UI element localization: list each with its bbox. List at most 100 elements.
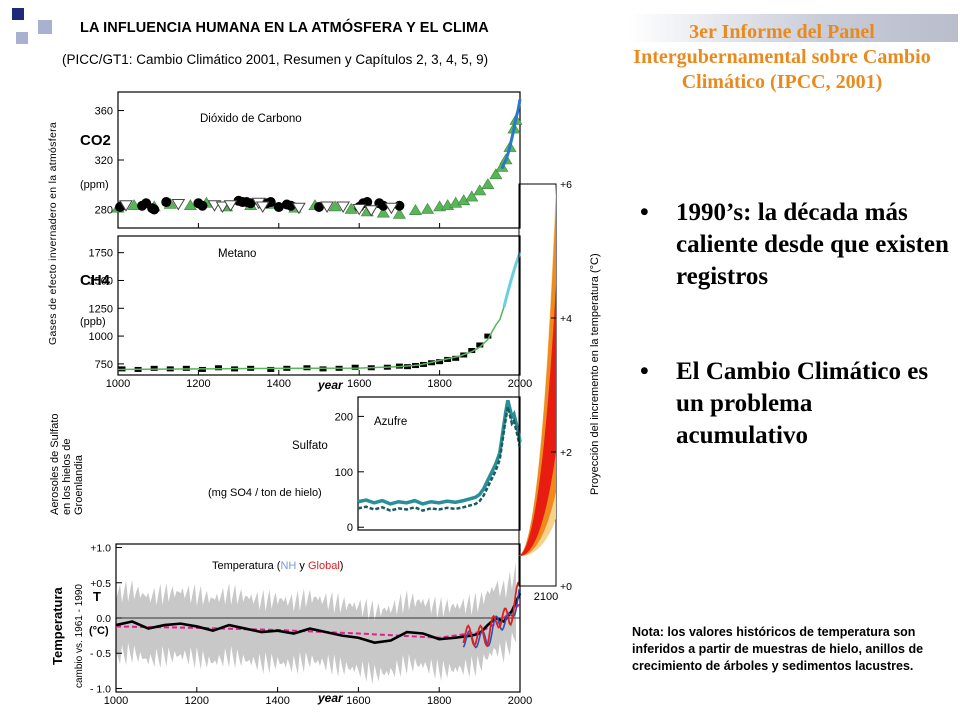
co2-ylabel: CO2 [80, 132, 111, 149]
data-point [351, 364, 359, 370]
data-point [336, 201, 351, 213]
projection-tick-label: +6 [560, 179, 572, 191]
data-point [223, 200, 238, 212]
sulfate-series-line-2 [357, 406, 522, 512]
data-point [183, 199, 197, 211]
ch4-panel-title: Metano [218, 248, 256, 260]
slide-title: LA INFLUENCIA HUMANA EN LA ATMÓSFERA Y E… [80, 20, 489, 36]
temperature-ylabel-symbol: T [93, 589, 101, 604]
temperature-panel: - 1.0 - 0.5 0.0 +0.5 +1.0 1000 1200 1400 1600 180… [50, 543, 532, 707]
temperature-ylabel-ref: cambio vs. 1961 - 1990 [74, 584, 85, 688]
data-point [384, 202, 399, 215]
data-point [171, 199, 186, 211]
y-tick-label: - 1.0 [90, 683, 111, 695]
y-tick-label: 750 [95, 359, 113, 371]
bullet-dot: • [640, 199, 649, 226]
historical-data-note: Nota: los valores históricos de temperat… [632, 625, 924, 673]
ch4-ylabel: CH4 [80, 272, 111, 289]
ch4-series-line [117, 252, 521, 371]
sulfate-panel: 0 100 200 Azufre Sulfato (mg SO4 / ton de hie… [208, 396, 522, 534]
y-tick-label: 200 [335, 411, 353, 423]
temperature-panel-title: Temperatura (NH y Global) [212, 560, 343, 572]
projection-axis-label: Proyección del incremento en la temperat… [589, 253, 601, 495]
data-point [465, 190, 479, 202]
temperature-title-part: Temperatura ( [212, 560, 281, 572]
deco-square-light [38, 20, 52, 34]
ch4-modern-line [502, 252, 522, 308]
data-point [392, 207, 406, 219]
title-gradient-bar [628, 14, 958, 42]
projection-x-label: 2100 [534, 591, 558, 603]
co2-panel-title: Dióxido de Carbono [200, 113, 302, 125]
data-point [245, 198, 256, 209]
data-point [265, 197, 276, 208]
x-tick-label: 1200 [186, 378, 210, 390]
temperature-global-instrumental [462, 581, 520, 648]
sulfate-group-label-line: en los hielos de [61, 439, 73, 515]
slide-subtitle: (PICC/GT1: Cambio Climático 2001, Resume… [62, 52, 489, 67]
y-tick-label: - 0.5 [90, 648, 111, 660]
data-point [292, 202, 306, 215]
ghg-group-label: Gases de efecto invernadero en la atmósf… [47, 122, 59, 345]
x-tick-label: 2000 [508, 378, 532, 390]
data-point [452, 355, 460, 361]
y-tick-label: +0.5 [90, 578, 111, 590]
y-tick-label: 360 [95, 106, 113, 118]
co2-panel: 280 320 360 Dióxido de Carbono CO2 (ppm) [80, 91, 523, 229]
bullet-text: El Cambio Climático es un problema acumu… [676, 358, 929, 449]
sulfate-series-line [357, 399, 522, 506]
data-point [468, 348, 476, 354]
data-point [328, 200, 342, 212]
data-point [481, 178, 495, 190]
data-point [267, 366, 275, 372]
sulfate-group-label-line: Groenlandia [73, 454, 85, 515]
co2-ylabel-unit: (ppm) [80, 179, 109, 191]
bullet-item: • El Cambio Climático es un problema acu… [640, 356, 950, 496]
sulfate-group-label: Aerosoles de Sulfato en los hielos de Gr… [49, 410, 85, 515]
temperature-ylabel: Temperatura [50, 586, 65, 665]
bullet-dot: • [640, 358, 649, 385]
data-point [320, 201, 334, 213]
co2-series-line [500, 99, 522, 170]
data-point [489, 168, 503, 180]
data-point [197, 200, 208, 211]
data-point [255, 201, 270, 213]
sulfate-frame [357, 396, 521, 531]
data-point [119, 200, 133, 212]
data-point [376, 206, 390, 218]
sulfate-ylabel-unit: (mg SO4 / ton de hielo) [208, 487, 322, 499]
x-tick-label: 1400 [265, 695, 289, 707]
data-point [344, 202, 358, 214]
y-tick-label: 280 [95, 204, 113, 216]
data-point [149, 204, 160, 215]
deco-square-dark [12, 8, 24, 20]
data-point [314, 201, 324, 212]
x-tick-label: 1000 [104, 695, 128, 707]
data-point [408, 204, 423, 215]
data-point [364, 205, 379, 217]
data-point [352, 203, 367, 216]
data-point [436, 359, 444, 365]
projection-panel: +0 +2 +4 +6 2100 [518, 179, 572, 603]
data-point [150, 365, 158, 371]
data-point [421, 202, 435, 214]
projection-band-inner [519, 284, 556, 556]
data-point [215, 365, 222, 371]
ch4-frame [117, 235, 521, 376]
data-point [161, 197, 172, 208]
data-point [484, 333, 492, 339]
temperature-xlabel: year [317, 691, 344, 705]
projection-tick-label: +4 [560, 313, 572, 325]
x-tick-label: 1600 [347, 378, 371, 390]
sulfate-panel-title: Azufre [374, 416, 407, 428]
x-tick-label: 1600 [346, 695, 370, 707]
x-tick-label: 1200 [185, 695, 209, 707]
sulfate-group-label-line: Aerosoles de Sulfato [49, 413, 61, 515]
ch4-panel: 750 1000 1250 1500 1750 1000 1200 1400 1600 1800 2… [80, 235, 532, 392]
y-tick-label: 100 [335, 467, 353, 479]
y-tick-label: 1250 [89, 303, 113, 315]
temperature-title-part: y [296, 560, 308, 572]
data-point [215, 201, 230, 213]
temperature-uncertainty-band [116, 562, 516, 685]
temperature-ylabel-unit: (°C) [89, 625, 109, 637]
